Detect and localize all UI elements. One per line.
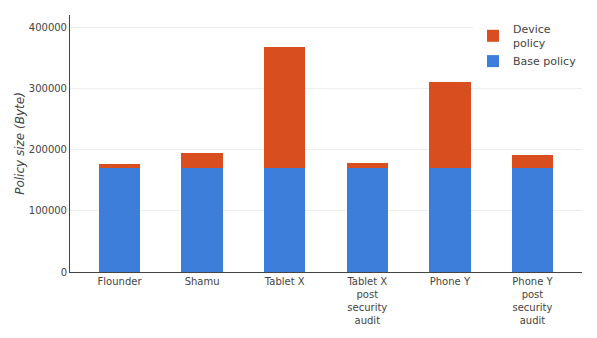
svg-text:Devicepolicy: Devicepolicy <box>513 23 551 50</box>
svg-text:Flounder: Flounder <box>98 276 143 287</box>
svg-text:Base policy: Base policy <box>513 55 576 68</box>
svg-text:100000: 100000 <box>29 205 67 216</box>
svg-text:0: 0 <box>61 267 67 278</box>
svg-text:Phone Ypostsecurityaudit: Phone Ypostsecurityaudit <box>512 276 553 326</box>
svg-text:Phone Y: Phone Y <box>430 276 471 287</box>
svg-text:Tablet X: Tablet X <box>264 276 305 287</box>
svg-text:Tablet Xpostsecurityaudit: Tablet Xpostsecurityaudit <box>346 276 387 326</box>
svg-text:300000: 300000 <box>29 83 67 94</box>
svg-text:200000: 200000 <box>29 144 67 155</box>
svg-text:400000: 400000 <box>29 22 67 33</box>
svg-text:Policy size (Byte): Policy size (Byte) <box>13 92 27 195</box>
svg-text:Shamu: Shamu <box>185 276 220 287</box>
